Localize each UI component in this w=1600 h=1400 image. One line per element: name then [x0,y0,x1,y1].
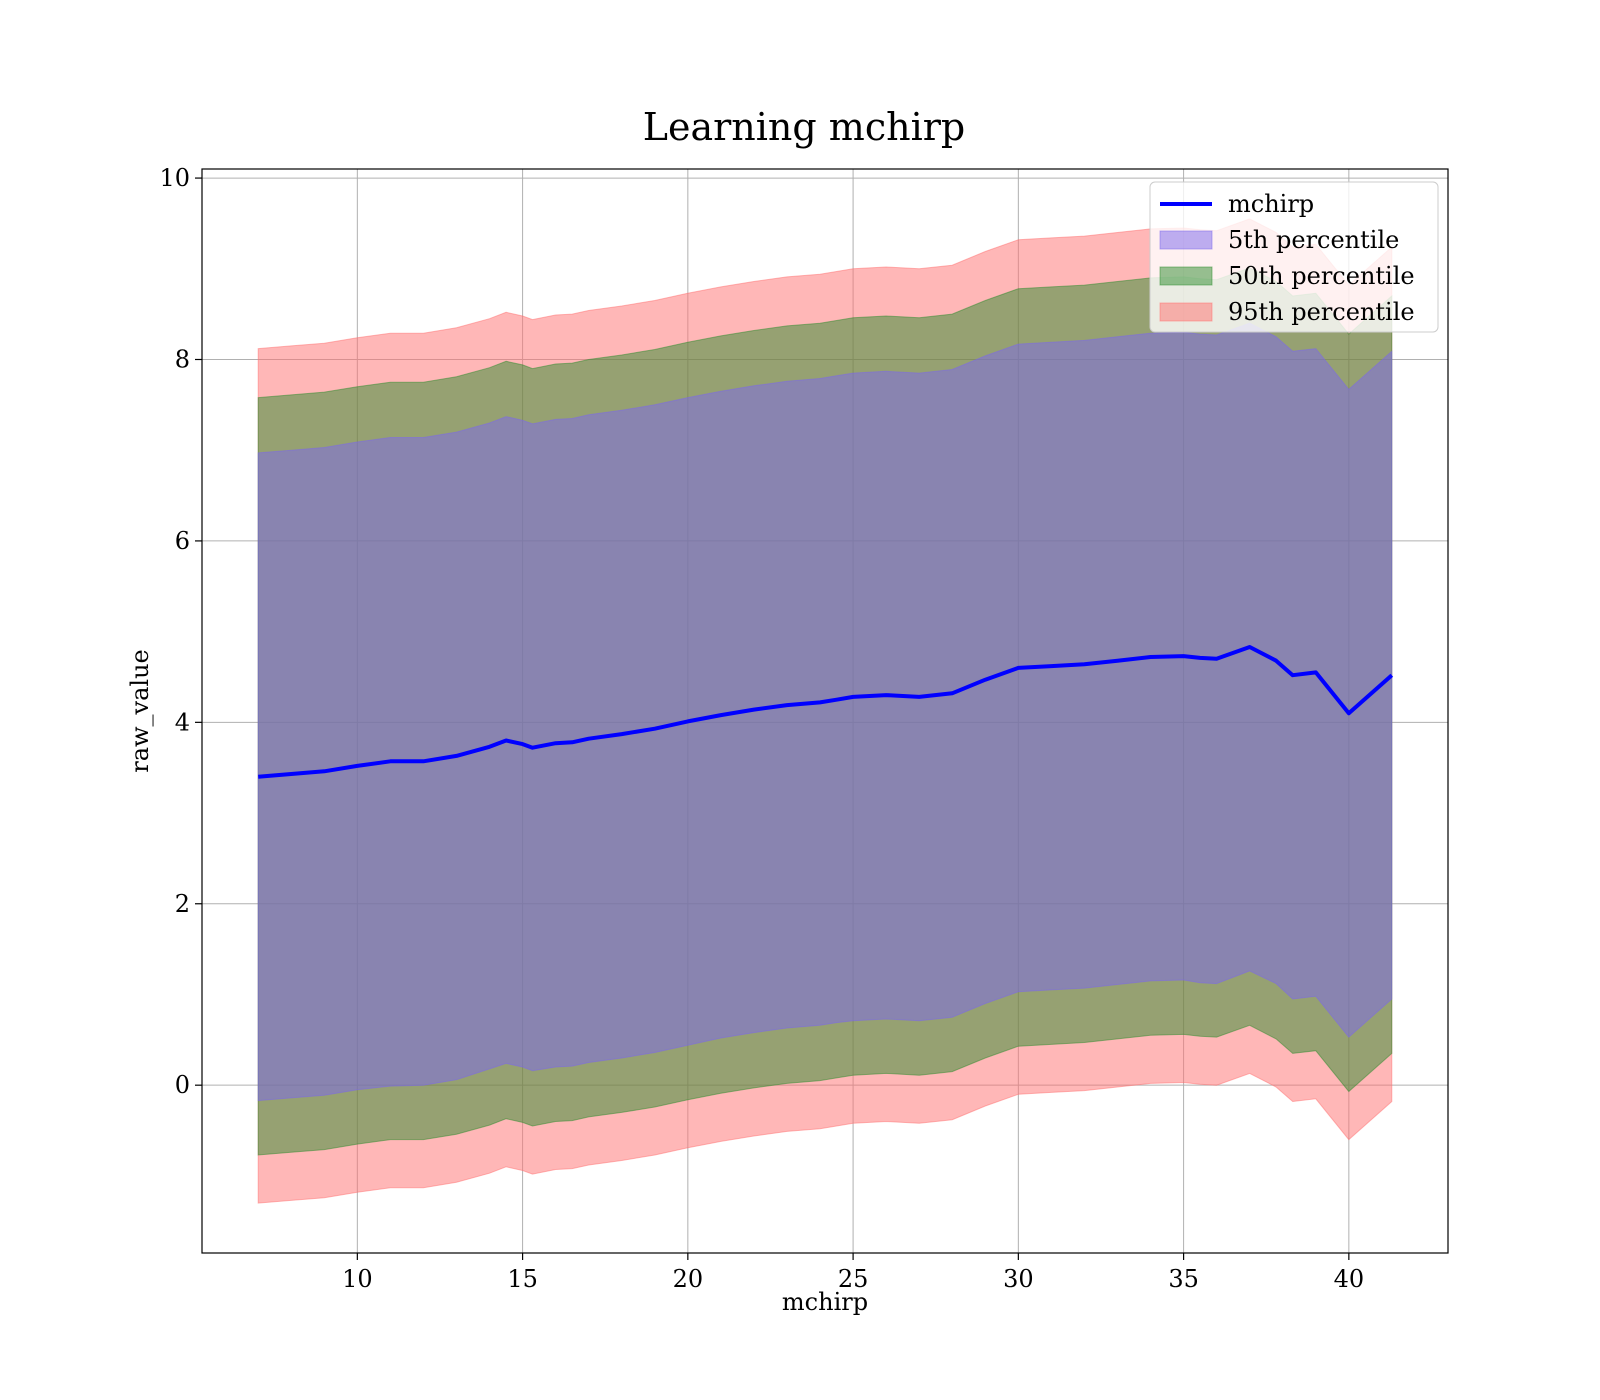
x-tick-label: 20 [673,1265,704,1293]
y-tick-label: 10 [159,164,190,192]
x-tick-label: 30 [1003,1265,1034,1293]
y-tick-label: 8 [175,345,190,373]
legend-label: mchirp [1228,190,1314,218]
axis-ticks: 10 15 20 25 30 35 40 0 2 4 6 8 10 [159,164,1364,1293]
series-line-mchirp [258,645,1394,779]
legend-label: 5th percentile [1228,226,1399,254]
x-tick-label: 25 [838,1265,869,1293]
x-axis-label: mchirp [782,1288,868,1316]
legend-swatch-patch [1159,302,1213,322]
percentile-bands [257,218,1393,1204]
x-tick-label: 40 [1334,1265,1365,1293]
y-tick-label: 4 [175,708,190,736]
series-lines [258,645,1394,779]
legend-swatch-patch [1159,266,1213,286]
legend-label: 95th percentile [1228,298,1415,326]
y-tick-label: 6 [175,527,190,555]
y-tick-label: 2 [175,890,190,918]
x-tick-label: 35 [1168,1265,1199,1293]
band-5th-percentile [257,322,1393,1102]
y-axis-label: raw_value [126,649,154,773]
legend-label: 50th percentile [1228,262,1415,290]
plot-frame [201,168,1449,1254]
y-tick-label: 0 [175,1071,190,1099]
legend: mchirp 5th percentile 50th percentile 95th … [1149,181,1439,333]
chart-title: Learning mchirp [643,105,965,149]
x-tick-label: 10 [342,1265,373,1293]
legend-swatch-patch [1159,230,1213,250]
legend-box [1149,181,1439,333]
x-tick-label: 15 [507,1265,538,1293]
